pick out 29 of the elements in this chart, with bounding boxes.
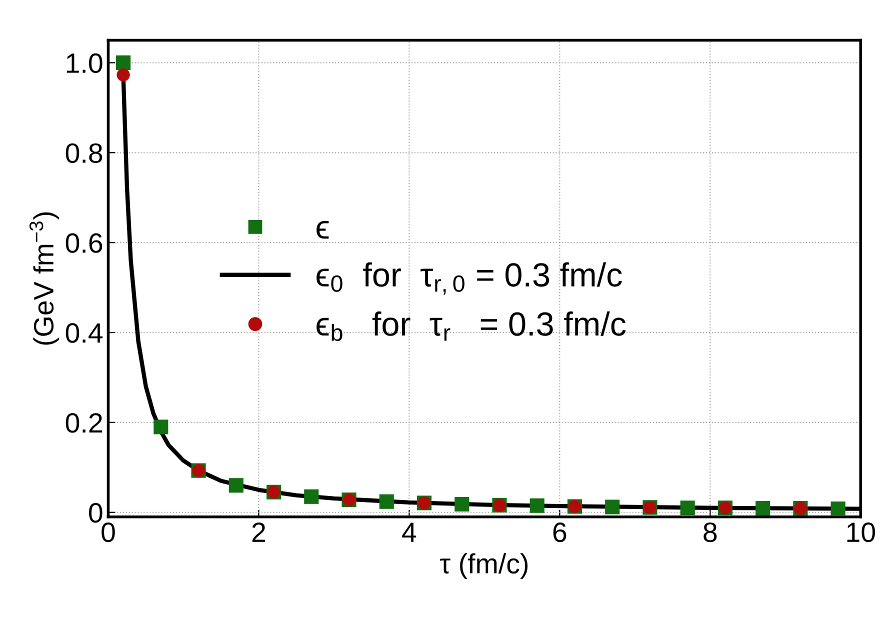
x-tick-label: 10 xyxy=(847,522,876,542)
point xyxy=(304,489,319,504)
text: ϵ$_{b}$ for τ$_{r}$ = 0.3 fm/c xyxy=(316,311,626,342)
y-tick-label: 0.8 xyxy=(66,143,102,163)
y-axis-title: (GeV fm$^{−3}$) xyxy=(29,212,60,345)
x-tick-label: 6 xyxy=(553,522,566,542)
y-tick-label: 0.6 xyxy=(66,233,102,253)
point xyxy=(116,68,130,82)
y-tick-label: 0.2 xyxy=(66,413,102,433)
point xyxy=(379,494,394,509)
point xyxy=(116,55,131,70)
point xyxy=(530,498,544,513)
point xyxy=(830,501,846,516)
y-tick-label: 0 xyxy=(89,503,102,523)
legend-label: ϵ xyxy=(316,221,329,239)
point xyxy=(454,496,470,512)
y-tick-label: 0.4 xyxy=(66,323,103,343)
point xyxy=(228,478,244,493)
x-axis-title: τ (fm/c) xyxy=(440,553,528,580)
x-tick-label: 0 xyxy=(102,522,115,542)
point xyxy=(756,501,770,516)
legend-label: ϵ$_{0}$ for τ$_{r,0}$ = 0.3 fm/c xyxy=(316,262,622,295)
x-tick-label: 4 xyxy=(402,522,416,542)
x-tick-label: 8 xyxy=(704,522,717,542)
y-tick-label: 1.0 xyxy=(66,53,102,74)
point xyxy=(605,500,620,514)
point xyxy=(154,420,168,434)
point xyxy=(680,500,695,516)
x-tick-label: 2 xyxy=(252,522,266,542)
